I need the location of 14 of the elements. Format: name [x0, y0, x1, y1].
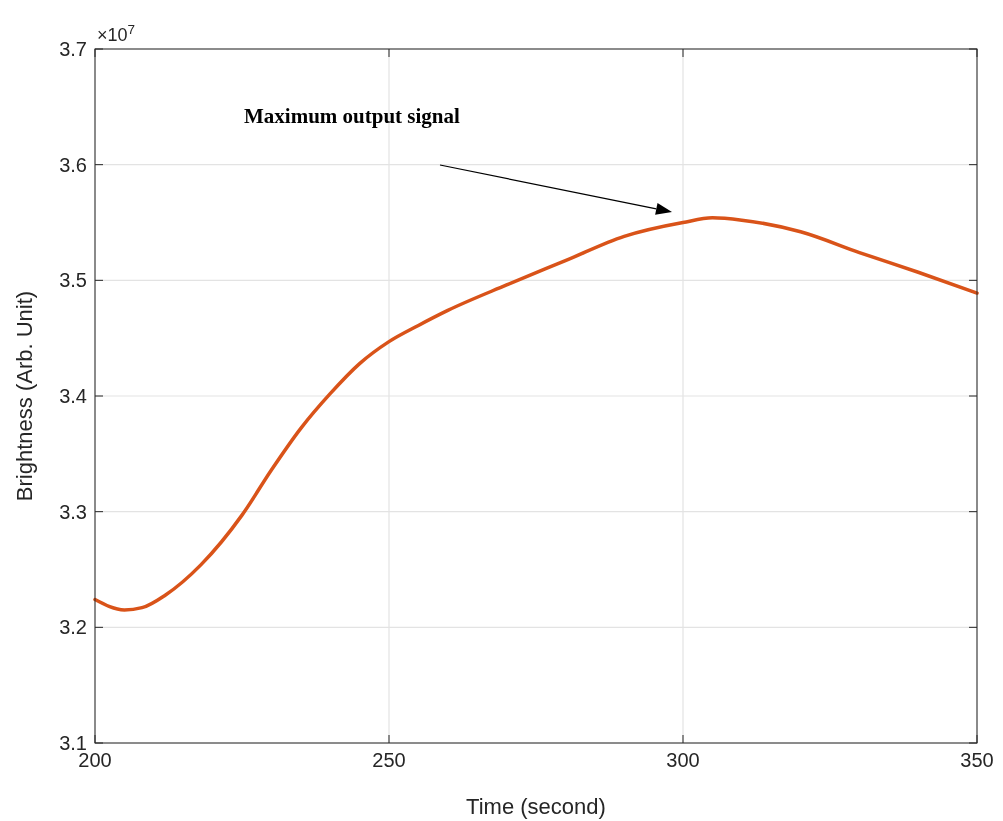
y-tick-label: 3.6	[59, 153, 87, 176]
y-axis-title: Brightness (Arb. Unit)	[12, 290, 37, 502]
x-tick-label: 350	[960, 749, 994, 771]
y-tick-label: 3.4	[59, 385, 87, 407]
y-tick-label: 3.2	[59, 616, 87, 639]
x-axis-title: Time (second)	[466, 794, 606, 819]
annotation: Maximum output signal	[244, 104, 461, 128]
text: ×10$^{7}$	[97, 21, 136, 45]
y-tick-label: 3.5	[59, 269, 87, 292]
x-tick-label: 300	[666, 749, 700, 771]
y-tick-label: 3.3	[59, 500, 87, 523]
line-series	[93, 216, 979, 612]
x-tick-label: 250	[372, 749, 406, 771]
y-tick-label: 3.7	[59, 38, 87, 60]
